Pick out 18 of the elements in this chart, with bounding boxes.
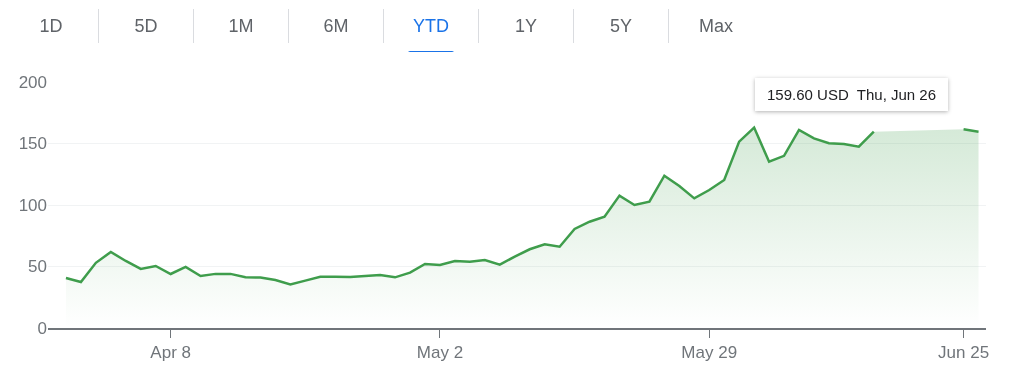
y-tick-label: 200: [18, 72, 47, 92]
text: 1D: [4, 9, 99, 43]
x-tick-label: Apr 8: [150, 342, 191, 362]
text: 5Y: [574, 9, 669, 43]
text: 1M: [194, 9, 289, 43]
text: YTD: [384, 9, 479, 43]
text: 6M: [289, 9, 384, 43]
y-tick-label: 100: [18, 195, 47, 215]
text: 1Y: [479, 9, 574, 43]
x-tick-label: Jun 25: [938, 342, 990, 362]
x-tick-label: May 29: [681, 342, 738, 362]
annotation: 159.60 USD Thu, Jun 26: [755, 78, 948, 111]
y-tick-label: 150: [18, 134, 47, 154]
y-tick-label: 0: [37, 318, 47, 338]
x-tick-label: May 2: [416, 342, 464, 362]
y-tick-label: 50: [28, 257, 47, 277]
text: Max: [698, 15, 734, 38]
text: 5D: [99, 9, 194, 43]
